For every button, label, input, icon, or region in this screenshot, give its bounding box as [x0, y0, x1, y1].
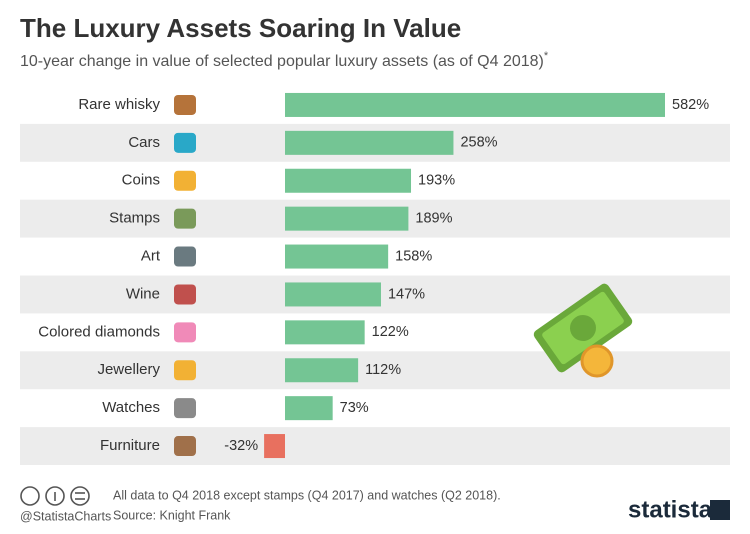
category-label: Wine	[126, 285, 160, 302]
category-label: Jewellery	[97, 361, 160, 378]
category-label: Colored diamonds	[38, 323, 160, 340]
bar	[285, 282, 381, 307]
bar	[285, 168, 412, 193]
cc-icon	[20, 486, 40, 506]
bar	[285, 396, 333, 421]
category-label: Stamps	[109, 210, 160, 227]
category-icon	[174, 398, 196, 419]
category-label: Furniture	[100, 437, 160, 454]
category-icon	[174, 322, 196, 343]
value-label: 158%	[395, 248, 432, 264]
subtitle-marker: *	[544, 50, 549, 62]
category-icon	[174, 94, 196, 115]
subtitle-text: 10-year change in value of selected popu…	[20, 53, 544, 70]
by-icon	[45, 486, 65, 506]
value-label: 112%	[365, 362, 401, 378]
chart-subtitle: 10-year change in value of selected popu…	[20, 50, 549, 70]
category-label: Rare whisky	[78, 96, 160, 113]
chart-title: The Luxury Assets Soaring In Value	[20, 13, 461, 43]
value-label: 122%	[372, 324, 409, 340]
rows: Rare whisky 582% Cars 258% Coins 193% Stamps 18…	[20, 92, 730, 465]
bar	[285, 244, 389, 269]
bar	[285, 320, 365, 345]
category-label: Art	[141, 248, 161, 265]
category-label: Watches	[102, 399, 160, 416]
value-label: -32%	[224, 438, 258, 454]
bar	[285, 130, 454, 155]
category-icon	[174, 360, 196, 381]
category-icon	[174, 170, 196, 191]
bar	[285, 92, 665, 117]
note: All data to Q4 2018 except stamps (Q4 20…	[113, 488, 501, 502]
brand-mark	[710, 500, 730, 520]
handle: @StatistaCharts	[20, 509, 111, 523]
value-label: 73%	[340, 400, 369, 416]
row-band	[20, 427, 730, 465]
bar	[264, 434, 285, 459]
source: Source: Knight Frank	[113, 508, 231, 522]
value-label: 193%	[418, 173, 455, 189]
bar	[285, 358, 359, 383]
category-icon	[174, 246, 196, 267]
category-icon	[174, 132, 196, 153]
value-label: 258%	[460, 135, 497, 151]
bar	[285, 206, 409, 231]
money-illustration	[533, 283, 633, 373]
value-label: 189%	[415, 210, 452, 226]
category-label: Cars	[128, 134, 160, 151]
value-label: 147%	[388, 286, 425, 302]
brand-logo: statista	[628, 496, 713, 523]
category-icon	[174, 208, 196, 229]
coin	[580, 344, 614, 378]
category-icon	[174, 284, 196, 305]
category-icon	[174, 436, 196, 457]
banknote-seal	[570, 315, 596, 341]
value-label: 582%	[672, 97, 709, 113]
license-icons	[20, 486, 90, 506]
category-label: Coins	[122, 172, 160, 189]
nd-icon	[70, 486, 90, 506]
